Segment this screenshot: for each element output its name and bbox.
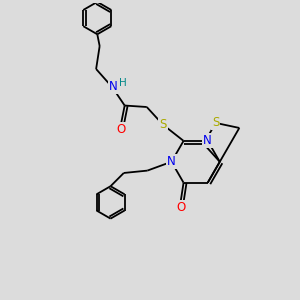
Text: S: S — [159, 118, 167, 131]
Text: O: O — [176, 201, 185, 214]
Text: N: N — [167, 155, 176, 168]
Text: S: S — [212, 116, 219, 129]
Text: H: H — [119, 78, 127, 88]
Text: N: N — [109, 80, 117, 93]
Text: O: O — [116, 123, 125, 136]
Text: N: N — [203, 134, 212, 147]
